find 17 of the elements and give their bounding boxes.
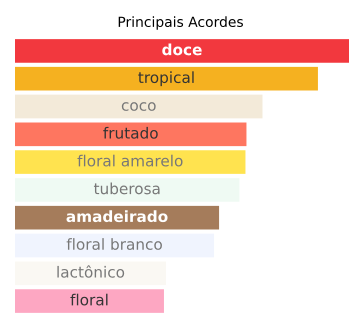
bar: [15, 122, 246, 146]
y-tick-label: coco: [122, 102, 156, 111]
y-tick-label: lactônico: [57, 265, 124, 278]
y-tick-label: tropical: [138, 71, 194, 86]
bar: [15, 66, 318, 91]
y-tick-label: floral: [70, 294, 108, 306]
y-tick-label: tuberosa: [94, 182, 160, 194]
bar: [15, 39, 349, 63]
y-tick-label: floral amarelo: [77, 154, 183, 167]
y-tick-label: floral branco: [66, 238, 162, 250]
bar: [15, 150, 246, 174]
y-tick-label: frutado: [103, 126, 158, 139]
y-tick-label: doce: [162, 44, 202, 56]
y-tick-label: amadeirado: [66, 210, 168, 222]
bar: [15, 94, 262, 118]
bar: [15, 289, 164, 313]
chart-title: Principais Acordes: [118, 16, 243, 30]
